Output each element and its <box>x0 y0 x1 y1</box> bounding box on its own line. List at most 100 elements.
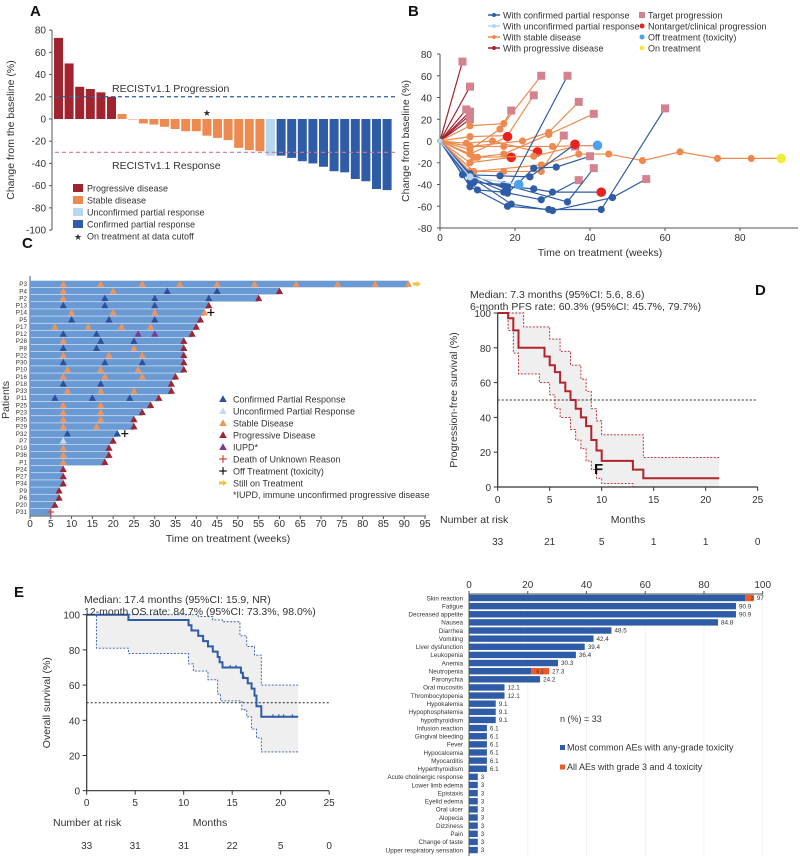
x-tick-label: 100 <box>754 580 771 591</box>
x-tick-label: 15 <box>87 519 99 530</box>
sd-marker <box>201 308 209 316</box>
sd-marker <box>130 387 138 394</box>
patient-row: P29 <box>16 422 138 431</box>
any-grade-bar <box>469 700 496 707</box>
ae-row: Infusion reaction 6.1 <box>417 724 499 732</box>
x-tick-label: 20 <box>700 495 712 506</box>
ae-value: 3 <box>481 790 485 797</box>
target-progression-marker <box>642 175 651 184</box>
legend-footnote: *IUPD, immune unconfirmed progressive di… <box>233 490 430 500</box>
bar <box>255 119 265 152</box>
cpr-marker <box>138 358 146 366</box>
any-grade-bar <box>469 716 496 724</box>
sd-marker <box>59 444 67 451</box>
ae-label: Diarrhea <box>439 628 464 635</box>
ci-lower-line <box>86 614 299 753</box>
data-point <box>466 133 474 141</box>
bar <box>160 119 169 127</box>
ae-label: Acute cholinergic response <box>387 774 463 781</box>
patient-label: P31 <box>16 509 28 516</box>
off-marker <box>121 430 129 438</box>
patient-row: P2 <box>19 294 263 302</box>
ae-value: 3 <box>481 847 485 854</box>
sd-marker <box>138 373 146 380</box>
cpr-marker <box>213 287 221 295</box>
x-tick-label: 60 <box>659 233 671 244</box>
patient-label: P3 <box>19 281 27 288</box>
legend-star-icon: ★ <box>74 232 82 242</box>
at-risk-count: 31 <box>130 841 142 852</box>
swimmer-bar <box>30 494 60 502</box>
patient-label: P28 <box>16 338 28 345</box>
legend-swatch <box>73 184 83 192</box>
patient-row: P32 <box>16 430 129 438</box>
patient-label: P7 <box>19 438 27 445</box>
y-tick-label: -60 <box>32 181 47 192</box>
pd-marker <box>188 330 196 337</box>
at-risk-count: 21 <box>544 537 556 548</box>
any-grade-bar <box>469 594 746 602</box>
cpr-marker <box>88 394 96 401</box>
y-tick-label: 0 <box>40 115 46 126</box>
swimmer-bar <box>30 302 209 309</box>
sd-marker <box>97 415 105 423</box>
pd-marker <box>180 344 188 352</box>
x-tick-label: 50 <box>232 519 244 530</box>
ae-label: Skin reaction <box>427 595 464 602</box>
y-tick-label: 80 <box>480 344 492 355</box>
x-tick-label: 10 <box>66 519 78 530</box>
ae-value: 6.1 <box>490 742 499 749</box>
data-point <box>530 152 538 160</box>
bar <box>138 119 148 124</box>
pd-marker <box>130 415 138 423</box>
swimmer-bar <box>30 344 184 352</box>
any-grade-bar <box>469 659 558 667</box>
legend-swatch <box>73 220 83 228</box>
patient-row: P17 <box>16 323 200 331</box>
sd-marker <box>97 365 105 373</box>
pd-marker <box>105 444 113 451</box>
at-risk-count: 33 <box>81 841 93 852</box>
sd-marker <box>97 387 105 394</box>
bar <box>382 119 392 191</box>
pd-marker <box>59 479 67 487</box>
x-tick-label: 35 <box>170 519 182 530</box>
panel-d-pfs-curve: D 0 20 40 60 80 100 0 33 5 21 10 5 15 1 20 1 25 0 Progress… <box>440 282 766 548</box>
x-tick-label: 40 <box>191 519 203 530</box>
ae-row: Decreased appetite 90.9 <box>408 611 752 619</box>
any-grade-bar <box>469 708 496 716</box>
bar <box>202 119 212 136</box>
cpr-marker <box>205 294 213 302</box>
still-on-treatment-marker <box>219 480 227 486</box>
patient-label: P4 <box>19 288 27 295</box>
y-tick-label: -40 <box>32 159 47 170</box>
ae-label: Infusion reaction <box>417 725 464 732</box>
pd-marker <box>192 323 200 330</box>
data-point <box>466 159 474 167</box>
ae-row: Nausea 84.8 <box>441 619 734 627</box>
ae-value: 3 <box>481 815 485 822</box>
at-risk-label: Number at risk <box>440 514 509 526</box>
off-marker <box>592 140 603 151</box>
data-point <box>466 122 474 130</box>
at-risk-count: 0 <box>755 537 761 548</box>
pd-marker <box>275 287 284 295</box>
patient-row: P13 <box>16 301 213 310</box>
sd-marker <box>292 280 300 287</box>
ae-row: Alopecia 3 <box>439 814 485 822</box>
series-line <box>439 140 647 212</box>
bar <box>287 119 297 158</box>
reference-line-label: RECISTv1.1 Response <box>112 160 221 172</box>
legend-marker <box>639 45 645 51</box>
bar <box>181 119 191 132</box>
swimmer-bar <box>30 480 64 487</box>
any-grade-bar <box>469 741 487 748</box>
any-grade-bar <box>469 838 478 846</box>
cpr-marker <box>59 344 67 352</box>
any-grade-bar <box>469 676 541 683</box>
bar <box>308 119 318 164</box>
y-tick-label: 80 <box>69 646 81 657</box>
legend-label: On treatment <box>648 44 701 54</box>
at-risk-label: Number at risk <box>53 817 122 829</box>
swimmer-bar <box>30 501 55 509</box>
